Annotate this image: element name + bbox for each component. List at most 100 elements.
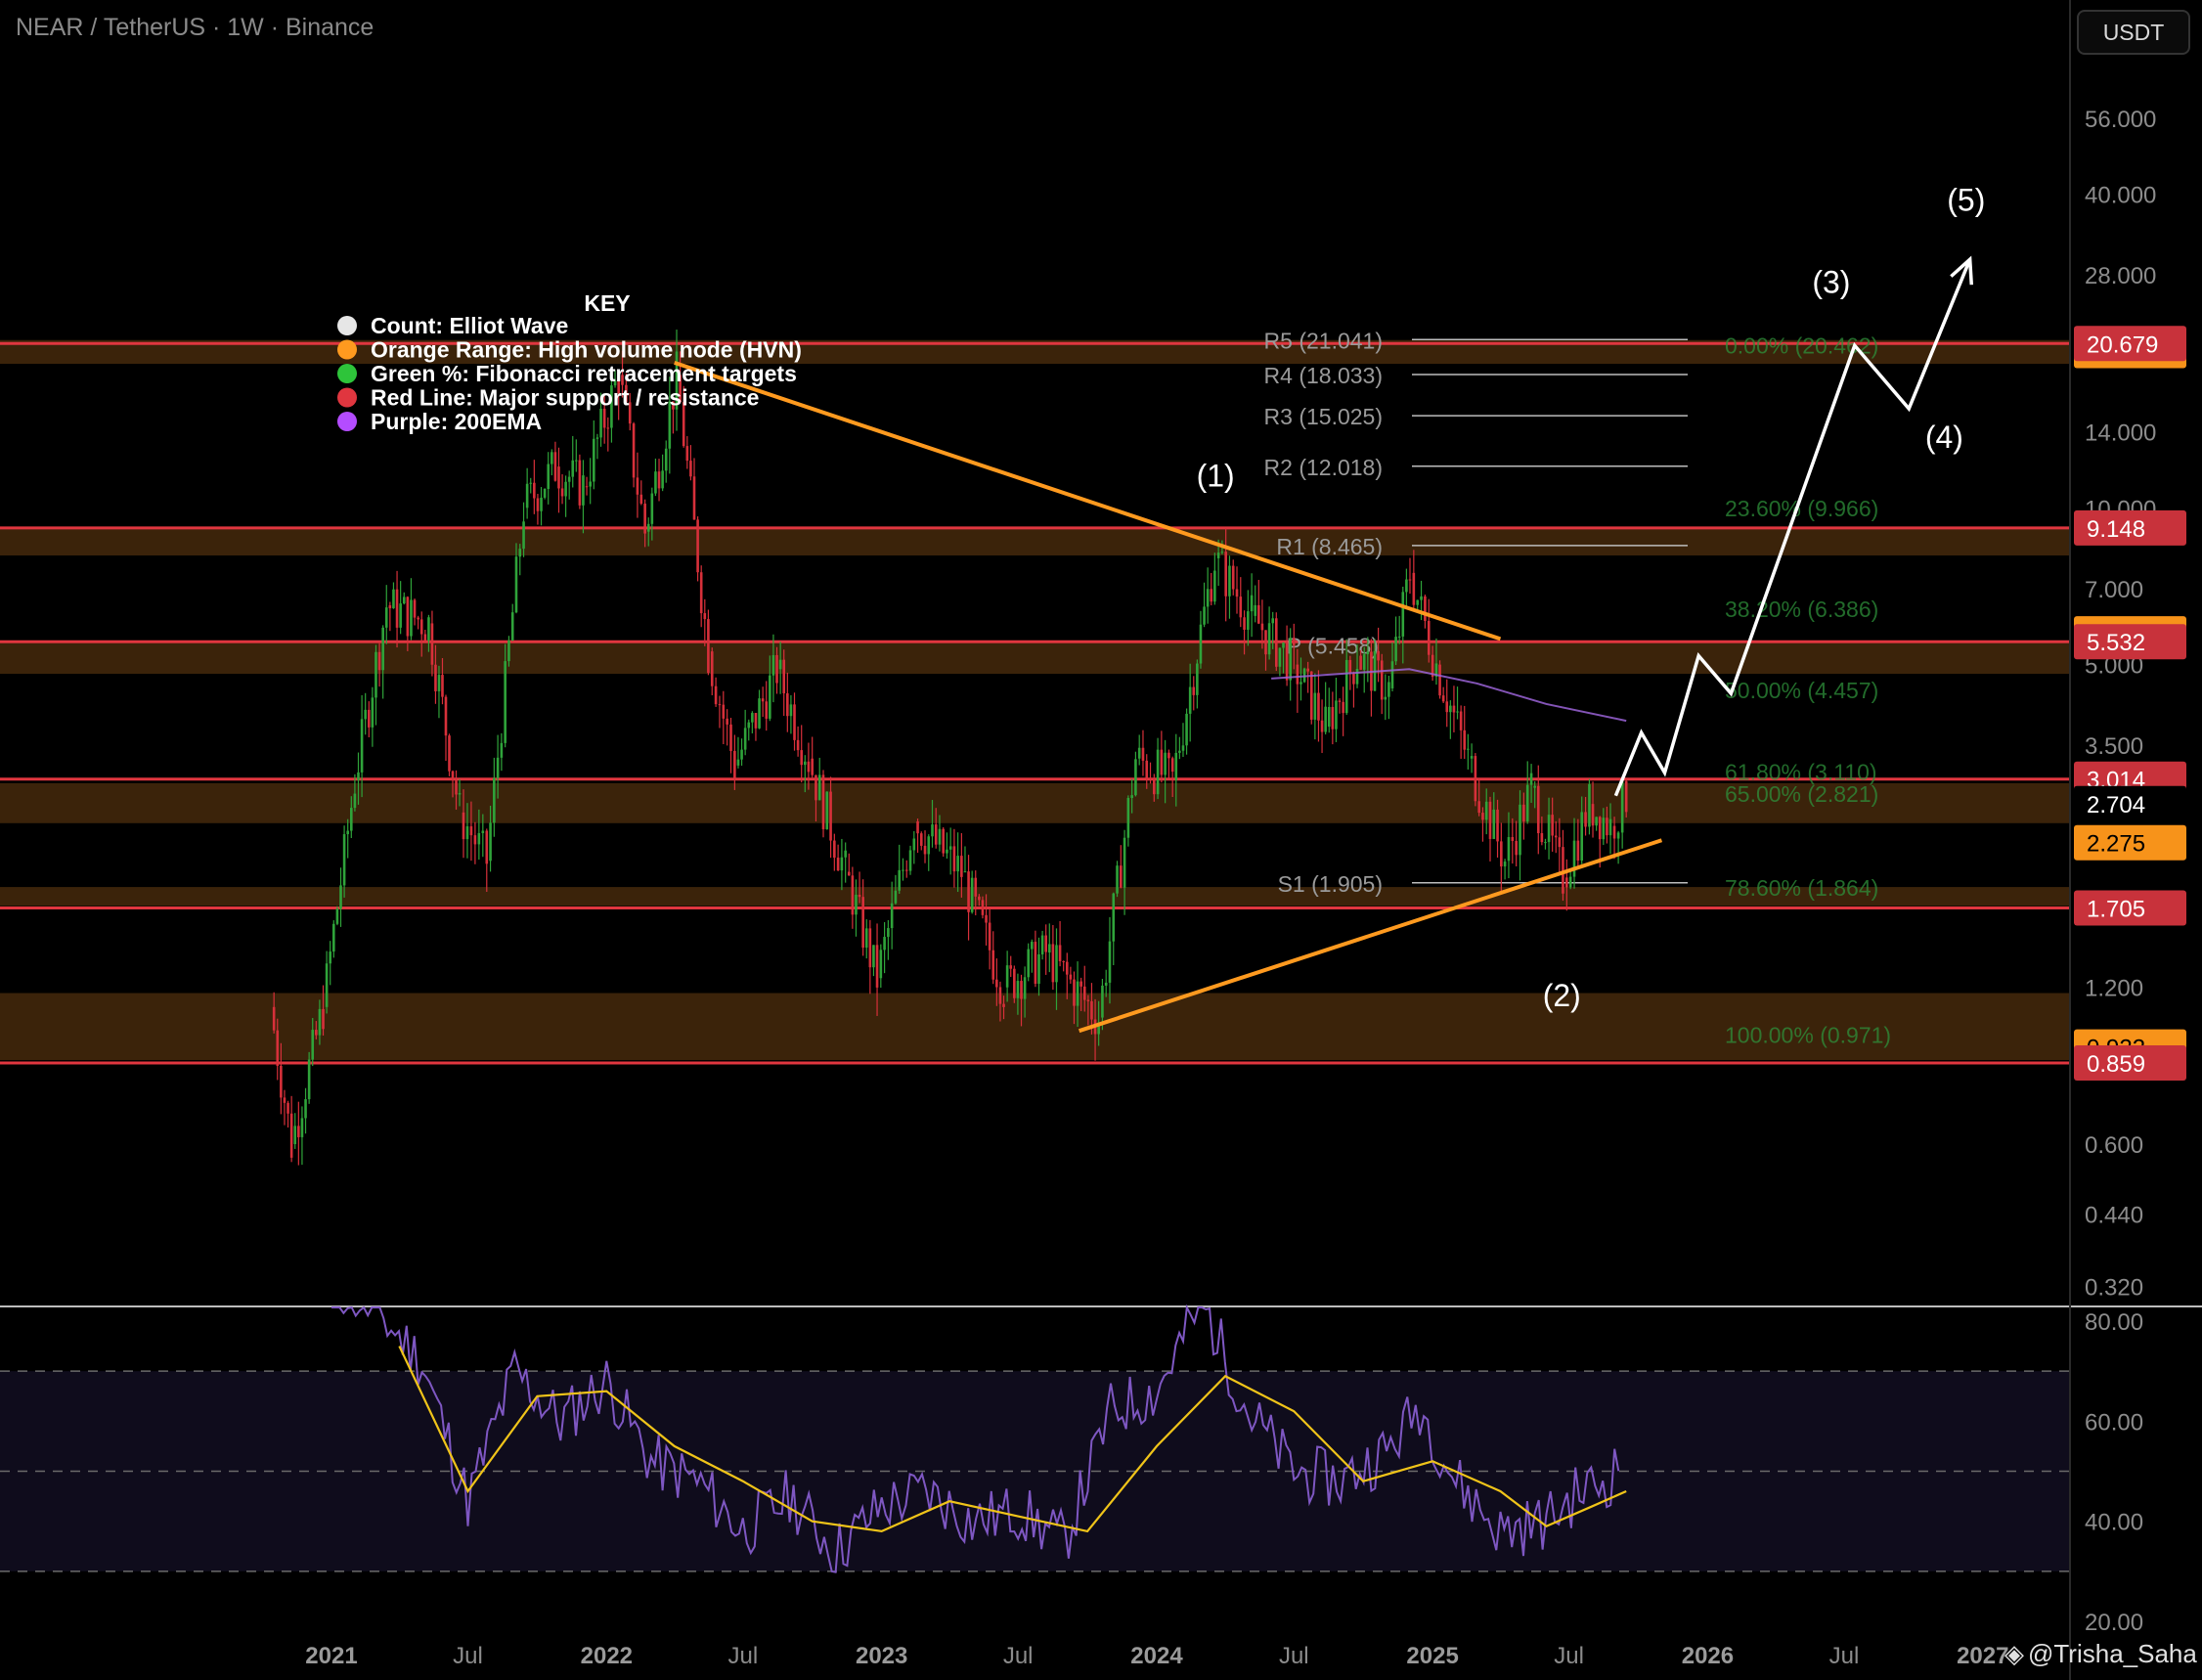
candle [1178, 750, 1181, 753]
candle [833, 840, 836, 859]
candle [430, 623, 434, 665]
candle [840, 857, 844, 871]
sr-price-tag-bg [2074, 326, 2186, 362]
candle [804, 761, 807, 766]
candle [1044, 935, 1047, 952]
key-item: Green %: Fibonacci retracement targets [371, 361, 797, 386]
candle [646, 523, 650, 532]
rsi-ma-line [398, 1346, 1627, 1533]
candle [1456, 711, 1459, 713]
candle [417, 617, 419, 620]
rsi-line [331, 1304, 1620, 1573]
time-tick-label: Jul [453, 1643, 483, 1669]
candle [272, 1006, 276, 1031]
candle [1224, 552, 1227, 597]
rsi-tick-label: 40.00 [2085, 1510, 2143, 1536]
candle [771, 654, 775, 676]
candle [1145, 760, 1149, 779]
candle [946, 849, 948, 854]
pivot-label: P (5.458) [1287, 633, 1379, 658]
hvn-zone [0, 782, 2070, 823]
candle [654, 471, 657, 494]
candle [1282, 642, 1285, 648]
projection-arrowhead [1950, 255, 1974, 286]
candle [496, 757, 500, 778]
rsi-tick-label: 20.00 [2085, 1610, 2143, 1636]
credit: ◈ @Trisha_Saha [2004, 1639, 2197, 1669]
candle [349, 808, 353, 831]
candle [1130, 795, 1133, 799]
candle [710, 651, 714, 686]
candle [1544, 842, 1547, 844]
candle [1164, 752, 1167, 775]
candle [388, 604, 392, 609]
candle [613, 380, 617, 386]
candle [1097, 1022, 1100, 1035]
candle [1090, 1000, 1093, 1020]
fib-label: 50.00% (4.457) [1725, 678, 1878, 703]
candle [1192, 686, 1196, 695]
candle [595, 437, 599, 439]
candle [675, 351, 679, 410]
candle [1292, 638, 1296, 645]
candle [481, 830, 485, 833]
candle [395, 589, 399, 628]
candle [360, 719, 364, 773]
candle [879, 950, 883, 979]
candle [536, 498, 540, 511]
candle [1086, 999, 1090, 1001]
candle [981, 900, 985, 915]
candle [1377, 650, 1380, 661]
candle [754, 713, 758, 729]
rsi-tick-label: 80.00 [2085, 1309, 2143, 1336]
candle [1441, 695, 1445, 702]
current-price-tag: 2.704 [2087, 792, 2145, 818]
ema200-line [1271, 668, 1627, 723]
wave-label: (1) [1197, 459, 1235, 494]
candle [668, 401, 672, 449]
candle [357, 772, 360, 780]
candle [1062, 960, 1065, 962]
candle [381, 627, 384, 671]
trendline [674, 360, 1502, 641]
candle [1588, 783, 1591, 827]
candle [1185, 713, 1188, 746]
candle [1196, 663, 1199, 695]
candle [585, 486, 589, 488]
fib-label: 65.00% (2.821) [1725, 781, 1878, 807]
rsi-band [0, 1371, 2070, 1571]
candle [672, 401, 675, 410]
currency-button[interactable]: USDT [2077, 10, 2190, 55]
trendline [1078, 838, 1663, 1034]
candle [919, 833, 923, 846]
candle [747, 722, 751, 729]
candle [402, 597, 406, 604]
key-item: Purple: 200EMA [371, 409, 542, 434]
candle [522, 521, 525, 550]
candle [533, 482, 536, 499]
candle [477, 832, 481, 845]
candle [1467, 748, 1470, 750]
candle [1076, 981, 1079, 1006]
candle [927, 836, 931, 855]
candle [632, 423, 636, 478]
sr-price-tag-bg [2074, 624, 2186, 660]
candle [1317, 692, 1320, 721]
candle [942, 828, 945, 854]
candle [280, 1065, 283, 1098]
price-tick-label: 0.440 [2085, 1203, 2143, 1229]
candle [1313, 692, 1317, 720]
candle [1470, 756, 1474, 759]
candle [1073, 979, 1076, 1006]
candle [410, 599, 413, 637]
candle [621, 375, 624, 385]
candle [872, 945, 875, 968]
candle [1285, 642, 1289, 681]
candle [1203, 606, 1206, 625]
candle [1595, 817, 1598, 826]
candle [751, 713, 754, 723]
candle [1598, 817, 1602, 840]
candle [904, 869, 908, 871]
candle [1511, 837, 1515, 841]
